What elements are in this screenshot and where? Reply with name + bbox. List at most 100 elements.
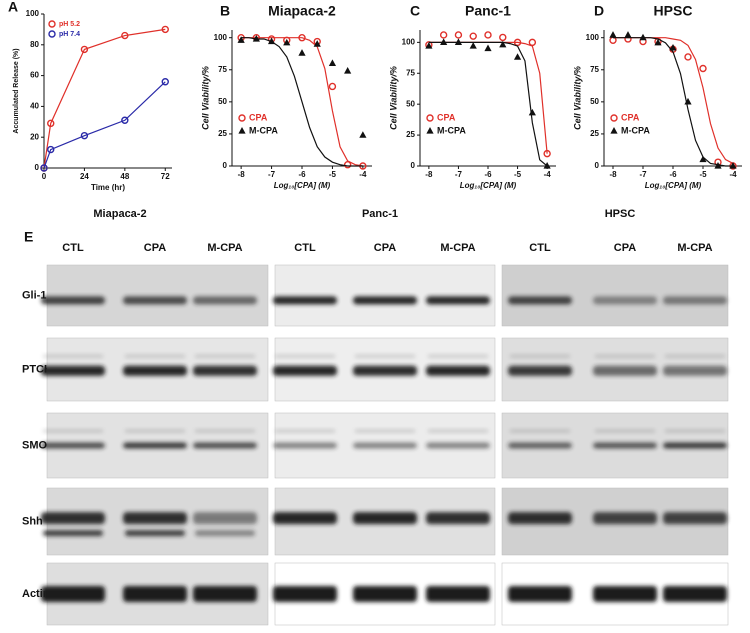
x-tick-label: -4	[544, 170, 552, 179]
band	[663, 296, 727, 305]
y-tick-label: 100	[26, 9, 40, 18]
point	[439, 31, 448, 39]
band	[508, 296, 572, 305]
x-tick-label: -6	[669, 170, 677, 179]
lane-label: CPA	[374, 242, 396, 254]
point	[47, 145, 55, 154]
x-tick-label: -6	[298, 170, 306, 179]
legend-label: M-CPA	[437, 125, 466, 135]
point	[528, 108, 536, 116]
point	[499, 40, 507, 48]
lane-label: CTL	[294, 242, 316, 254]
y-tick-label: 60	[30, 71, 39, 80]
band	[663, 586, 727, 602]
x-tick-label: -5	[514, 170, 522, 179]
point	[513, 38, 522, 47]
point	[513, 53, 522, 60]
band	[123, 296, 187, 305]
fit-curve	[613, 37, 733, 167]
point	[654, 38, 662, 46]
legend-marker	[48, 20, 56, 28]
faint-band	[510, 354, 570, 358]
faint-band	[275, 429, 335, 433]
faint-band	[428, 429, 488, 433]
y-tick-label: 25	[218, 129, 227, 138]
blot-panel	[274, 264, 496, 327]
band	[41, 512, 105, 525]
y-tick-label: 100	[586, 33, 600, 42]
row-label: Shh	[22, 515, 43, 527]
x-tick-label: -7	[639, 170, 647, 179]
group-title: Miapaca-2	[93, 208, 146, 220]
point	[161, 25, 169, 34]
chart-title: Panc-1	[465, 3, 511, 19]
band	[41, 365, 105, 376]
point	[80, 131, 89, 140]
point	[298, 33, 306, 42]
lane-label: CPA	[614, 242, 636, 254]
y-tick-label: 20	[30, 132, 39, 141]
faint-band	[428, 354, 488, 358]
point	[425, 42, 433, 49]
faint-band	[510, 429, 570, 433]
x-tick-label: -8	[425, 170, 433, 179]
panel-label: D	[594, 3, 604, 19]
band	[193, 365, 257, 376]
faint-band	[355, 429, 415, 433]
y-tick-label: 75	[406, 68, 415, 77]
faint-band	[43, 354, 103, 358]
band	[123, 512, 187, 525]
lane-label: CTL	[62, 242, 84, 254]
faint-band	[125, 354, 185, 358]
x-tick-label: -4	[729, 170, 737, 179]
legend-label: pH 7.4	[59, 31, 80, 38]
x-tick-label: 48	[120, 172, 129, 181]
point	[684, 53, 692, 61]
fit-curve	[613, 37, 734, 164]
point	[267, 37, 276, 45]
point	[543, 162, 551, 169]
band	[663, 365, 727, 376]
point	[684, 97, 692, 105]
legend-marker	[426, 114, 434, 122]
y-tick-label: 50	[590, 97, 599, 106]
band	[593, 512, 657, 525]
row-label: Gli-1	[22, 289, 46, 301]
point	[121, 116, 129, 124]
band	[43, 530, 103, 537]
point	[40, 164, 48, 172]
panel-label: C	[410, 3, 420, 19]
point	[639, 33, 647, 41]
legend-label: CPA	[621, 112, 640, 122]
band	[593, 296, 657, 305]
fit-curve	[241, 37, 363, 167]
band	[353, 442, 417, 449]
fit-curve	[428, 41, 548, 167]
point	[484, 31, 492, 39]
point	[344, 67, 352, 74]
y-tick-label: 0	[35, 163, 40, 172]
x-tick-label: 72	[161, 172, 170, 181]
band	[508, 512, 572, 525]
y-tick-label: 0	[411, 161, 416, 170]
x-tick-label: -5	[329, 170, 337, 179]
chart-title: Miapaca-2	[268, 3, 336, 19]
point	[528, 38, 537, 47]
point	[469, 32, 477, 40]
band	[593, 365, 657, 376]
band	[125, 530, 185, 537]
faint-band	[43, 429, 103, 433]
point	[252, 34, 260, 42]
y-tick-label: 100	[402, 37, 416, 46]
band	[273, 365, 337, 376]
line	[43, 28, 166, 169]
point	[499, 33, 507, 42]
point	[313, 40, 321, 47]
band	[426, 296, 490, 305]
line	[43, 81, 166, 169]
legend-marker	[238, 114, 246, 122]
point	[484, 44, 492, 52]
faint-band	[195, 429, 255, 433]
point	[543, 149, 551, 158]
y-tick-label: 50	[406, 99, 415, 108]
